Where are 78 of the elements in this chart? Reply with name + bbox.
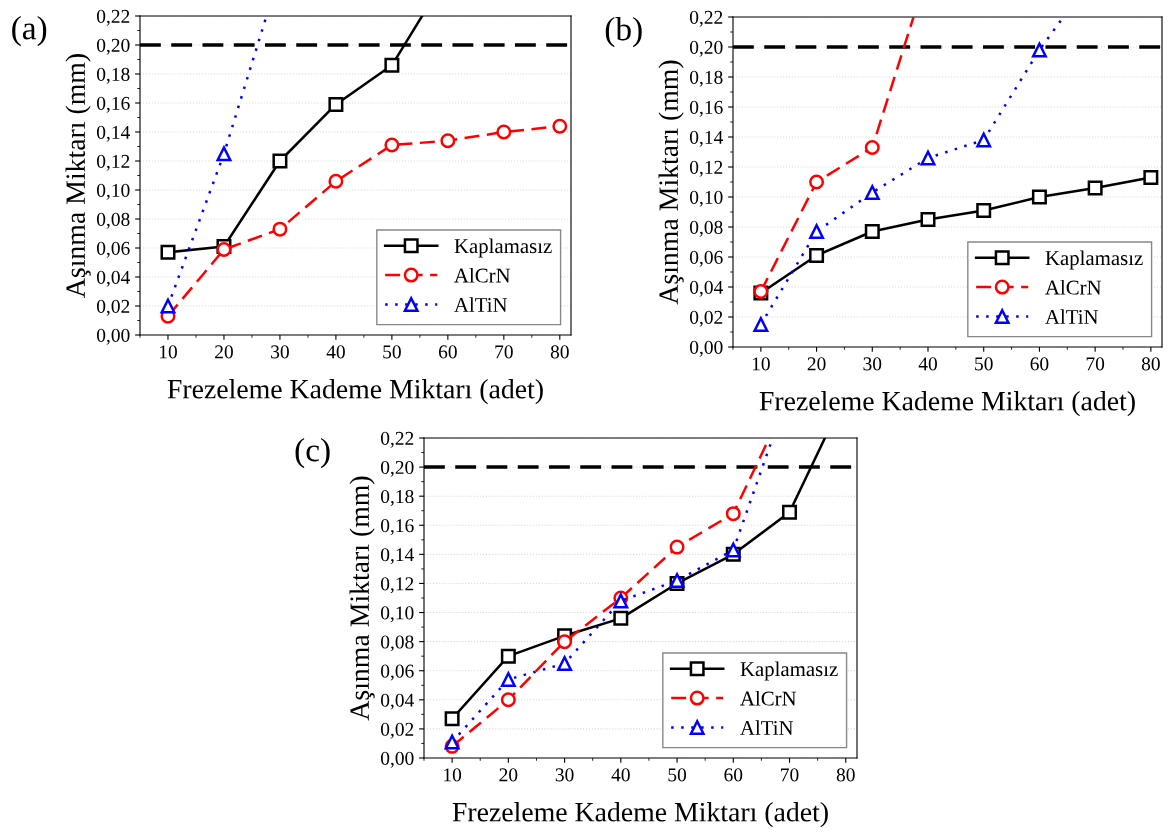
x-axis-title: Frezeleme Kademe Miktarı (adet) (167, 379, 543, 405)
y-tick-label: 0,12 (380, 577, 414, 594)
y-tick-label: 0,16 (380, 519, 414, 536)
y-tick-label: 0,18 (96, 67, 130, 84)
legend-label: AlTiN (740, 720, 794, 735)
x-tick-label: 40 (611, 768, 630, 782)
y-tick-label: 0,06 (689, 250, 723, 267)
text: (a) (12, 16, 47, 47)
x-tick-label: 40 (918, 357, 937, 371)
y-tick-label: 0,04 (689, 280, 723, 297)
legend-label: AlCrN (740, 690, 797, 706)
x-tick-label: 70 (495, 345, 513, 359)
x-tick-label: 60 (438, 345, 457, 359)
y-tick-label: 0,22 (380, 431, 414, 448)
x-tick-label: 60 (1030, 357, 1049, 371)
y-tick-label: 0,08 (689, 220, 723, 237)
legend-label: AlCrN (454, 267, 511, 283)
x-tick-label: 20 (215, 345, 233, 359)
legend-label: Kaplamasız (454, 238, 552, 258)
y-axis-title: Aşınma Miktarı (mm) (65, 54, 91, 298)
y-tick-label: 0,20 (689, 40, 723, 57)
y-tick-label: 0,10 (689, 190, 723, 207)
y-tick-label: 0,16 (689, 100, 723, 117)
y-tick-label: 0,18 (380, 490, 414, 506)
x-tick-label: 30 (271, 345, 289, 359)
legend-label: Kaplamasız (1045, 250, 1143, 270)
x-tick-label: 80 (1141, 357, 1160, 371)
y-tick-label: 0,08 (380, 635, 414, 652)
text: (b) (605, 17, 642, 48)
x-tick-label: 10 (444, 768, 462, 782)
y-axis-title: Aşınma Miktarı (mm) (349, 476, 375, 721)
x-tick-label: 50 (383, 345, 401, 359)
x-tick-label: 50 (668, 768, 687, 782)
y-axis-title: Aşınma Miktarı (mm) (658, 60, 684, 305)
y-tick-label: 0,00 (380, 751, 414, 768)
y-tick-label: 0,14 (96, 125, 130, 142)
y-tick-label: 0,00 (689, 340, 723, 357)
y-tick-label: 0,02 (96, 299, 130, 316)
x-axis-title: Frezeleme Kademe Miktarı (adet) (759, 391, 1135, 417)
y-tick-label: 0,16 (96, 96, 130, 113)
x-tick-label: 80 (550, 345, 569, 359)
y-tick-label: 0,06 (380, 664, 414, 681)
x-tick-label: 30 (863, 357, 882, 371)
legend-label: AlTiN (1045, 309, 1099, 324)
legend-label: AlCrN (1045, 279, 1102, 295)
x-tick-label: 40 (326, 345, 345, 359)
y-tick-label: 0,10 (96, 183, 130, 200)
y-tick-label: 0,12 (689, 160, 723, 177)
text: (c) (295, 438, 330, 469)
x-tick-label: 60 (724, 768, 743, 782)
y-tick-label: 0,20 (96, 38, 130, 55)
x-tick-label: 20 (807, 357, 826, 371)
y-tick-label: 0,08 (96, 212, 130, 229)
y-tick-label: 0,00 (96, 328, 130, 345)
legend-label: Kaplamasız (740, 661, 838, 681)
x-axis-title: Frezeleme Kademe Miktarı (adet) (452, 802, 828, 828)
legend-label: AlTiN (454, 297, 508, 312)
y-tick-label: 0,06 (96, 241, 130, 258)
y-tick-label: 0,14 (380, 548, 414, 565)
x-tick-label: 80 (836, 768, 855, 782)
y-tick-label: 0,12 (96, 154, 130, 171)
x-tick-label: 70 (781, 768, 799, 782)
x-tick-label: 30 (555, 768, 574, 782)
x-tick-label: 70 (1086, 357, 1105, 371)
y-tick-label: 0,10 (380, 606, 414, 623)
y-tick-label: 0,04 (380, 693, 414, 710)
y-tick-label: 0,04 (96, 270, 130, 287)
y-tick-label: 0,20 (380, 460, 414, 477)
x-tick-label: 50 (975, 357, 993, 371)
y-tick-label: 0,02 (689, 310, 723, 327)
x-tick-label: 10 (159, 345, 177, 359)
x-tick-label: 10 (752, 357, 770, 371)
y-tick-label: 0,14 (689, 130, 723, 147)
x-tick-label: 20 (499, 768, 518, 782)
y-tick-label: 0,18 (689, 70, 723, 87)
y-tick-label: 0,02 (380, 722, 414, 739)
y-tick-label: 0,22 (96, 9, 130, 26)
y-tick-label: 0,22 (689, 10, 723, 27)
